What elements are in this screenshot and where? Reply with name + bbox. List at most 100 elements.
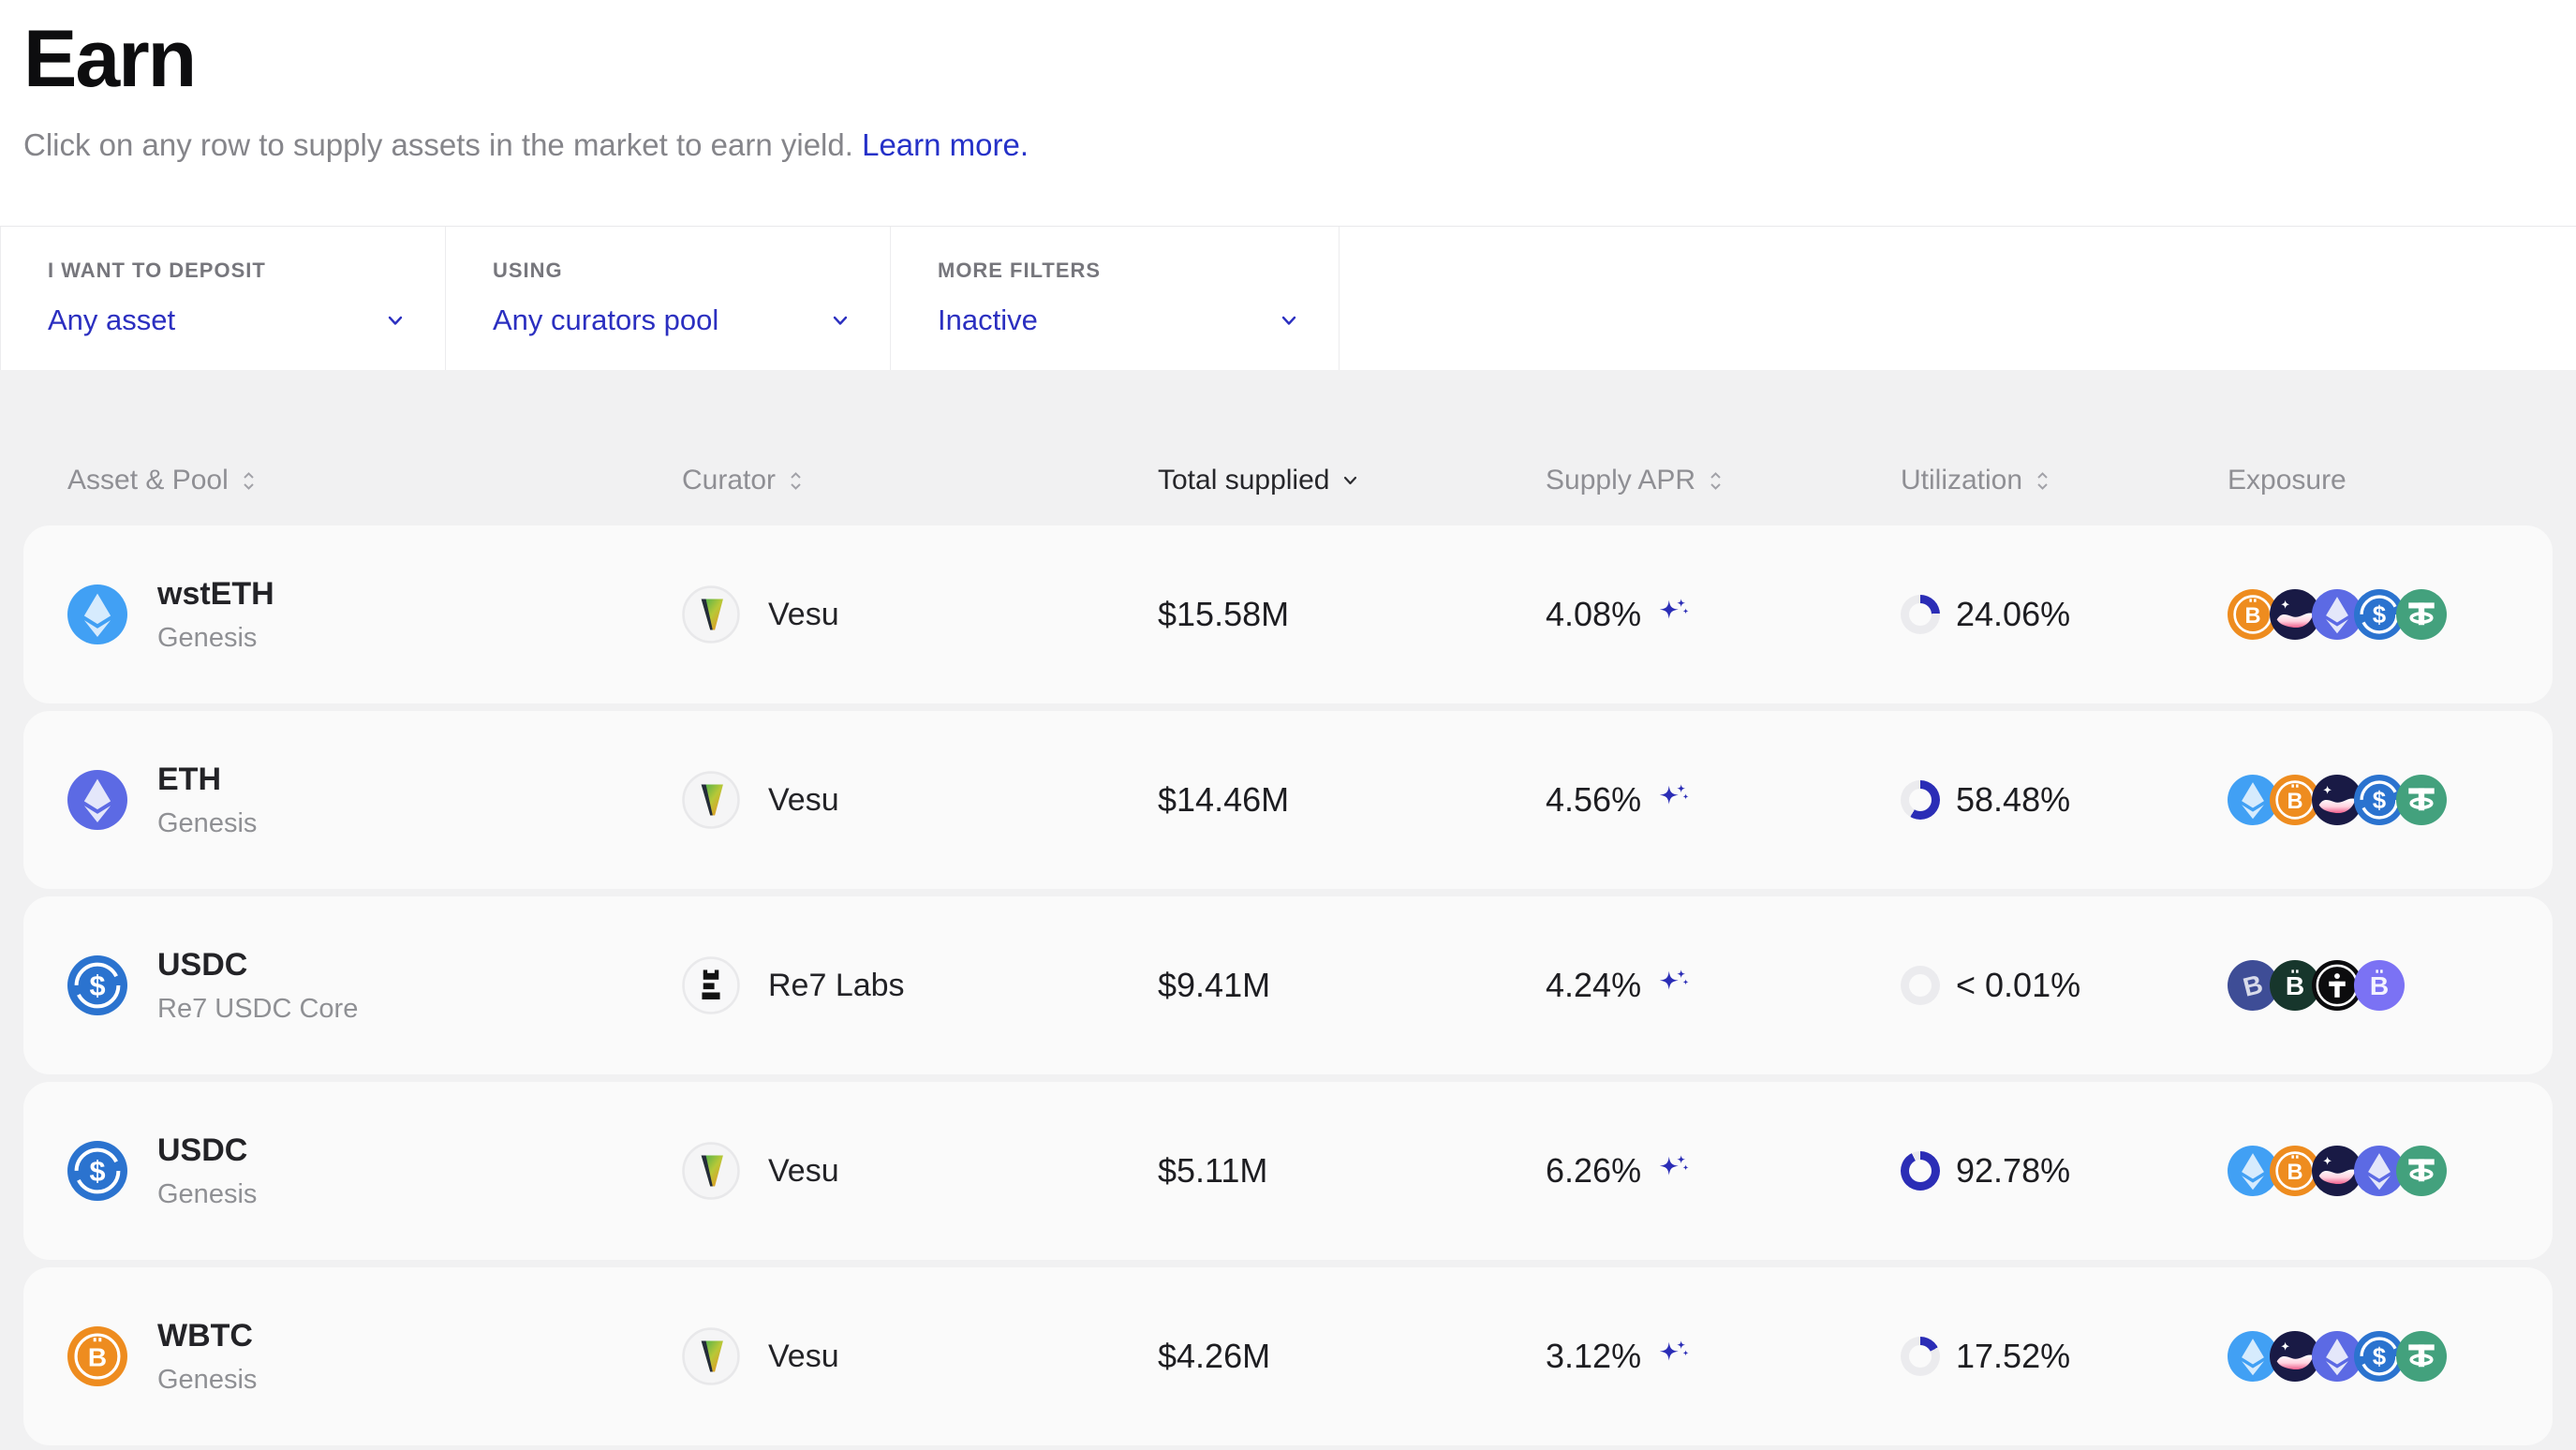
svg-text:B: B [2244,604,2260,629]
filter-label: USING [493,259,852,283]
pool-name: Genesis [157,623,274,654]
asset-name: USDC [157,947,358,984]
exposure-icons: B$ [2228,775,2509,825]
filter-label: I WANT TO DEPOSIT [48,259,407,283]
table-header-row: Asset & Pool Curator Total supplied Supp… [23,436,2553,525]
column-label: Exposure [2228,465,2347,496]
market-row-wsteth-genesis[interactable]: wstETH Genesis Vesu $15.58M 4.08% 24.06%… [23,525,2553,703]
pool-name: Genesis [157,1179,257,1210]
wbtc-icon: B [67,1326,127,1386]
supply-apr-value: 6.26% [1546,1151,1641,1191]
rewards-sparkle-icon [1656,781,1690,820]
supply-apr-value: 3.12% [1546,1337,1641,1376]
usdt-icon [2396,775,2447,825]
filter-deposit-asset[interactable]: I WANT TO DEPOSIT Any asset [0,227,445,370]
vesu-logo-icon [682,771,740,829]
chevron-down-icon [828,308,852,333]
usdt-icon [2396,1146,2447,1196]
column-header-utilization[interactable]: Utilization [1901,465,2228,496]
curator-name: Re7 Labs [768,968,905,1004]
column-label: Total supplied [1158,465,1329,496]
total-supplied-value: $5.11M [1158,1151,1546,1191]
vesu-logo-icon [682,1142,740,1200]
svg-text:$: $ [89,1156,105,1188]
subtitle-text: Click on any row to supply assets in the… [23,127,853,162]
utilization-donut [1901,595,1940,634]
svg-text:$: $ [89,970,105,1002]
total-supplied-value: $15.58M [1158,595,1546,634]
utilization-donut [1901,1337,1940,1376]
utilization-donut [1901,780,1940,820]
filter-label: MORE FILTERS [938,259,1301,283]
usdt-icon [2396,589,2447,640]
column-header-total-supplied[interactable]: Total supplied [1158,465,1546,496]
svg-text:$: $ [2373,602,2387,629]
vesu-logo-icon [682,585,740,644]
market-row-usdc-genesis[interactable]: $ USDC Genesis Vesu $5.11M 6.26% 92.78% … [23,1082,2553,1260]
supply-apr-value: 4.08% [1546,595,1641,634]
svg-text:B: B [2287,1161,2302,1185]
svg-text:$: $ [2373,1344,2387,1370]
vesu-logo-icon [682,1327,740,1385]
re7-labs-logo-icon [682,956,740,1014]
utilization-donut [1901,966,1940,1005]
svg-text:B: B [2287,790,2302,814]
pool-name: Re7 USDC Core [157,994,358,1025]
curator-name: Vesu [768,1339,839,1375]
eth-icon [67,770,127,830]
sort-icon [787,470,805,492]
column-label: Supply APR [1546,465,1695,496]
utilization-value: < 0.01% [1956,966,2080,1005]
usdc-icon: $ [67,955,127,1015]
usdc-icon: $ [67,1141,127,1201]
page-subtitle: Click on any row to supply assets in the… [23,127,2576,163]
curator-name: Vesu [768,1153,839,1190]
asset-name: USDC [157,1132,257,1169]
filter-more-filters[interactable]: MORE FILTERS Inactive [890,227,1340,370]
column-header-curator[interactable]: Curator [682,465,1158,496]
total-supplied-value: $4.26M [1158,1337,1546,1376]
utilization-value: 24.06% [1956,595,2070,634]
filter-value: Any asset [48,303,175,337]
svg-text:B: B [2370,971,2389,1000]
filter-curators-pool[interactable]: USING Any curators pool [445,227,890,370]
svg-text:B: B [88,1343,107,1372]
chevron-down-icon [383,308,407,333]
market-row-wbtc-genesis[interactable]: B WBTC Genesis Vesu $4.26M 3.12% 17.52% … [23,1267,2553,1445]
supply-apr-value: 4.24% [1546,966,1641,1005]
utilization-donut [1901,1151,1940,1191]
sort-icon [2034,470,2051,492]
exposure-icons: $ [2228,1331,2509,1382]
total-supplied-value: $14.46M [1158,780,1546,820]
pool-name: Genesis [157,808,257,839]
filter-value: Any curators pool [493,303,718,337]
column-label: Utilization [1901,465,2022,496]
market-row-usdc-re7-core[interactable]: $ USDC Re7 USDC Core Re7 Labs $9.41M 4.2… [23,896,2553,1074]
column-label: Curator [682,465,776,496]
asset-name: WBTC [157,1318,257,1354]
wsteth-icon [67,584,127,644]
column-header-supply-apr[interactable]: Supply APR [1546,465,1901,496]
sort-icon [240,470,258,492]
column-label: Asset & Pool [67,465,229,496]
exposure-icons: B$ [2228,589,2509,640]
svg-text:B: B [2286,971,2304,1000]
exposure-icons: B [2228,1146,2509,1196]
market-row-eth-genesis[interactable]: ETH Genesis Vesu $14.46M 4.56% 58.48% B$ [23,711,2553,889]
rewards-sparkle-icon [1656,1338,1690,1376]
asset-name: ETH [157,762,257,798]
pool-name: Genesis [157,1365,257,1396]
utilization-value: 58.48% [1956,780,2070,820]
column-header-asset-pool[interactable]: Asset & Pool [67,465,682,496]
rewards-sparkle-icon [1656,1152,1690,1191]
sort-desc-icon [1340,474,1360,487]
usdt-icon [2396,1331,2447,1382]
chevron-down-icon [1277,308,1301,333]
utilization-value: 17.52% [1956,1337,2070,1376]
exposure-icons: BBB [2228,960,2509,1011]
learn-more-link[interactable]: Learn more. [862,127,1029,162]
curator-name: Vesu [768,597,839,633]
utilization-value: 92.78% [1956,1151,2070,1191]
sort-icon [1707,470,1725,492]
filter-bar: I WANT TO DEPOSIT Any asset USING Any cu… [0,227,2576,370]
